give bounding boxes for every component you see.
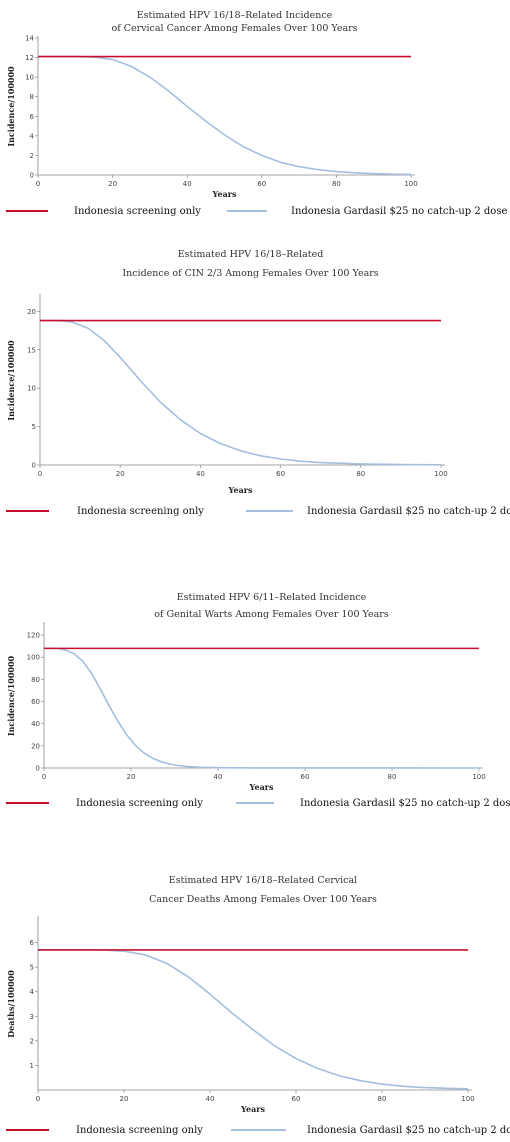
y-tick-label: 4	[30, 132, 35, 140]
x-tick-label: 20	[108, 180, 117, 188]
chart-title-line-2: of Cervical Cancer Among Females Over 10…	[111, 23, 357, 34]
y-tick-label: 0	[36, 765, 40, 773]
x-tick-label: 60	[257, 180, 266, 188]
legend-label-screening: Indonesia screening only	[76, 1125, 203, 1136]
y-tick-label: 12	[25, 54, 34, 62]
x-tick-label: 60	[292, 1095, 301, 1103]
chart-title-line-2: Incidence of CIN 2/3 Among Females Over …	[122, 268, 378, 279]
y-tick-label: 5	[32, 423, 36, 431]
y-tick-label: 15	[27, 346, 36, 354]
x-tick-label: 80	[388, 773, 397, 781]
chart-4: Estimated HPV 16/18–Related Cervical Canc…	[6, 875, 510, 1136]
chart-1: Estimated HPV 16/18–Related Incidence of …	[6, 10, 507, 217]
x-tick-label: 0	[42, 773, 46, 781]
chart-title-line-1: Estimated HPV 16/18–Related Incidence	[137, 10, 333, 21]
x-tick-label: 80	[378, 1095, 387, 1103]
y-tick-label: 0	[32, 462, 36, 470]
x-tick-label: 100	[461, 1095, 474, 1103]
y-tick-label: 120	[27, 632, 40, 640]
y-tick-label: 6	[30, 939, 35, 947]
x-tick-label: 20	[127, 773, 136, 781]
chart-title-line-1: Estimated HPV 16/18–Related	[178, 249, 324, 260]
x-tick-label: 0	[36, 1095, 40, 1103]
x-tick-label: 100	[472, 773, 485, 781]
y-tick-label: 5	[30, 964, 34, 972]
y-tick-label: 80	[31, 676, 40, 684]
y-tick-label: 1	[30, 1062, 34, 1070]
y-axis-title: Deaths/100000	[6, 970, 16, 1038]
legend-label-vaccine: Indonesia Gardasil $25 no catch-up 2 dos…	[300, 798, 510, 809]
y-axis-title: Incidence/100000	[6, 340, 16, 421]
x-tick-label: 60	[276, 470, 285, 478]
x-tick-label: 60	[301, 773, 310, 781]
y-tick-label: 10	[25, 74, 34, 82]
x-tick-label: 0	[38, 470, 42, 478]
y-tick-label: 2	[30, 152, 34, 160]
legend-label-screening: Indonesia screening only	[76, 798, 203, 809]
series-line-vaccine	[38, 949, 469, 1090]
x-axis-title: Years	[248, 782, 274, 792]
y-tick-label: 20	[27, 308, 36, 316]
x-tick-label: 20	[116, 470, 125, 478]
x-axis-title: Years	[240, 1104, 266, 1114]
x-axis-title: Years	[211, 189, 237, 199]
y-tick-label: 60	[31, 698, 40, 706]
x-tick-label: 40	[214, 773, 223, 781]
x-tick-label: 40	[206, 1095, 215, 1103]
chart-title-line-1: Estimated HPV 16/18–Related Cervical	[169, 875, 357, 886]
x-axis-title: Years	[227, 485, 253, 495]
chart-2: Estimated HPV 16/18–Related Incidence of …	[6, 249, 510, 517]
x-tick-label: 0	[36, 180, 40, 188]
series-line-vaccine	[38, 55, 412, 176]
chart-3: Estimated HPV 6/11–Related Incidence of G…	[6, 592, 510, 809]
legend-label-screening: Indonesia screening only	[77, 506, 204, 517]
y-axis-title: Incidence/100000	[6, 655, 16, 736]
y-tick-label: 20	[31, 742, 40, 750]
series-line-vaccine	[44, 647, 480, 769]
chart-title-line-2: Cancer Deaths Among Females Over 100 Yea…	[149, 894, 377, 905]
legend-label-vaccine: Indonesia Gardasil $25 no catch-up 2 dos…	[291, 206, 507, 217]
y-axis-title: Incidence/100000	[6, 66, 16, 147]
y-tick-label: 2	[30, 1037, 34, 1045]
y-tick-label: 6	[30, 113, 35, 121]
legend-label-screening: Indonesia screening only	[74, 206, 201, 217]
legend-label-vaccine: Indonesia Gardasil $25 no catch-up 2 dos…	[307, 506, 510, 517]
chart-title-line-2: of Genital Warts Among Females Over 100 …	[154, 609, 389, 620]
y-tick-label: 0	[30, 172, 34, 180]
x-tick-label: 80	[332, 180, 341, 188]
y-tick-label: 14	[25, 35, 34, 43]
y-tick-label: 8	[30, 93, 34, 101]
x-tick-label: 40	[196, 470, 205, 478]
y-tick-label: 10	[27, 385, 36, 393]
x-tick-label: 40	[183, 180, 192, 188]
legend-label-vaccine: Indonesia Gardasil $25 no catch-up 2 dos…	[307, 1125, 510, 1136]
series-line-vaccine	[40, 319, 442, 466]
x-tick-label: 80	[356, 470, 365, 478]
y-tick-label: 40	[31, 720, 40, 728]
chart-title-line-1: Estimated HPV 6/11–Related Incidence	[177, 592, 367, 603]
x-tick-label: 100	[434, 470, 447, 478]
x-tick-label: 100	[404, 180, 417, 188]
x-tick-label: 20	[120, 1095, 129, 1103]
y-tick-label: 100	[27, 654, 40, 662]
y-tick-label: 3	[30, 1013, 34, 1021]
y-tick-label: 4	[30, 988, 35, 996]
